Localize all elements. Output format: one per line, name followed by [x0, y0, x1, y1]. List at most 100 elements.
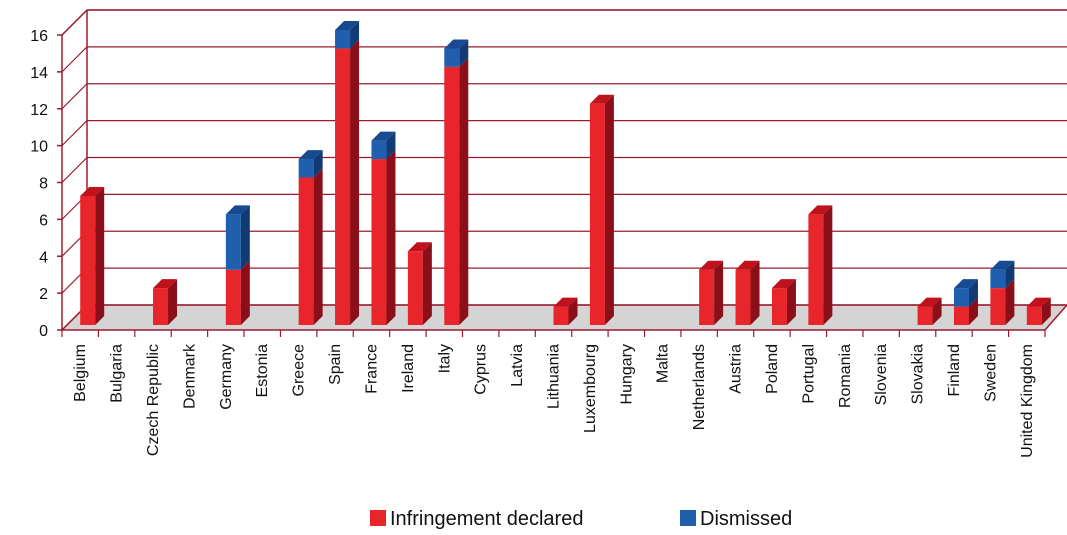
bar-top	[80, 186, 105, 196]
x-tick-label: Poland	[764, 344, 781, 394]
bar	[990, 269, 1006, 289]
bar-side	[1005, 260, 1015, 289]
bar-top	[735, 260, 760, 270]
y-tick-label: 16	[30, 28, 48, 45]
bar-side	[386, 131, 396, 160]
bar	[735, 269, 751, 325]
bar	[371, 159, 387, 325]
bar-top	[699, 260, 724, 270]
bar-top	[153, 279, 178, 289]
x-tick-label: Latvia	[509, 344, 526, 387]
x-tick-label: Czech Republic	[145, 344, 162, 456]
grid-line	[61, 83, 88, 110]
x-tick-label: Austria	[728, 344, 745, 394]
bar-side	[1005, 279, 1015, 325]
x-tick-label: Bulgaria	[109, 344, 126, 403]
bar	[553, 306, 569, 325]
bar	[407, 251, 423, 325]
bar-top	[771, 279, 796, 289]
bar-side	[823, 205, 833, 325]
legend-swatch	[370, 510, 386, 526]
bar-top	[444, 39, 469, 49]
bar-side	[459, 57, 469, 325]
x-tick-label: Malta	[655, 344, 672, 383]
y-tick-label: 2	[39, 286, 48, 303]
x-tick-label: Germany	[218, 344, 235, 410]
bar	[953, 306, 969, 325]
legend-label: Dismissed	[700, 508, 792, 530]
x-tick-label: Luxembourg	[582, 344, 599, 433]
bar-side	[313, 150, 323, 178]
y-tick-label: 10	[30, 139, 48, 156]
y-tick-label: 12	[30, 102, 48, 119]
bar-side	[350, 21, 360, 49]
bar-top	[407, 242, 432, 252]
bar-top	[917, 297, 942, 307]
wall-edge	[61, 9, 88, 36]
y-tick-label: 6	[39, 212, 48, 229]
bar-side	[932, 297, 942, 325]
bar	[699, 269, 715, 325]
x-tick-label: Slovakia	[910, 344, 927, 405]
bar-top	[1026, 297, 1051, 307]
bar	[808, 214, 824, 325]
back-wall	[62, 10, 1067, 330]
legend-label: Infringement declared	[390, 508, 583, 530]
bar-side	[714, 260, 724, 325]
x-tick-label: Finland	[946, 344, 963, 396]
bar-top	[990, 260, 1015, 270]
y-tick-label: 0	[39, 323, 48, 340]
x-tick-label: United Kingdom	[1019, 344, 1036, 458]
x-tick-label: Cyprus	[473, 344, 490, 395]
x-tick-label: Lithuania	[546, 344, 563, 409]
bar-side	[240, 260, 250, 325]
bar	[298, 177, 314, 325]
bar-side	[95, 186, 105, 325]
x-tick-label: Romania	[837, 344, 854, 408]
bar	[990, 288, 1006, 325]
x-tick-label: Greece	[291, 344, 308, 397]
bar-side	[350, 39, 360, 325]
x-tick-label: Spain	[327, 344, 344, 385]
x-tick-label: Hungary	[618, 344, 635, 404]
bar-side	[750, 260, 760, 325]
bar	[225, 214, 241, 270]
bar-side	[422, 242, 432, 325]
bar	[444, 48, 460, 67]
x-tick-label: France	[363, 344, 380, 394]
bar	[953, 288, 969, 307]
bar-side	[313, 168, 323, 325]
y-tick-label: 4	[39, 249, 48, 266]
x-tick-label: Sweden	[982, 344, 999, 402]
x-tick-label: Belgium	[72, 344, 89, 402]
x-tick-label: Ireland	[400, 344, 417, 393]
bar-side	[568, 297, 578, 325]
bar	[444, 66, 460, 325]
bar-side	[386, 150, 396, 325]
bar-side	[604, 94, 614, 325]
bar-top	[298, 150, 323, 160]
bar-top	[553, 297, 578, 307]
legend-swatch	[680, 510, 696, 526]
bar-side	[968, 297, 978, 325]
bar-top	[953, 279, 978, 289]
x-tick-label: Italy	[436, 344, 453, 373]
bar	[335, 48, 351, 325]
bar-top	[335, 21, 360, 30]
bar-top	[808, 205, 833, 215]
bar-top	[371, 131, 396, 141]
bar	[589, 103, 605, 325]
x-tick-label: Netherlands	[691, 344, 708, 430]
grid-line	[61, 157, 88, 183]
grid-line	[61, 46, 88, 73]
bar-side	[786, 279, 796, 325]
bar-side	[1041, 297, 1051, 325]
bar	[335, 30, 351, 49]
bar	[225, 269, 241, 325]
bar	[371, 140, 387, 160]
y-tick-label: 8	[39, 176, 48, 193]
x-tick-label: Slovenia	[873, 344, 890, 405]
bar-top	[225, 205, 250, 215]
bar-side	[168, 279, 178, 325]
